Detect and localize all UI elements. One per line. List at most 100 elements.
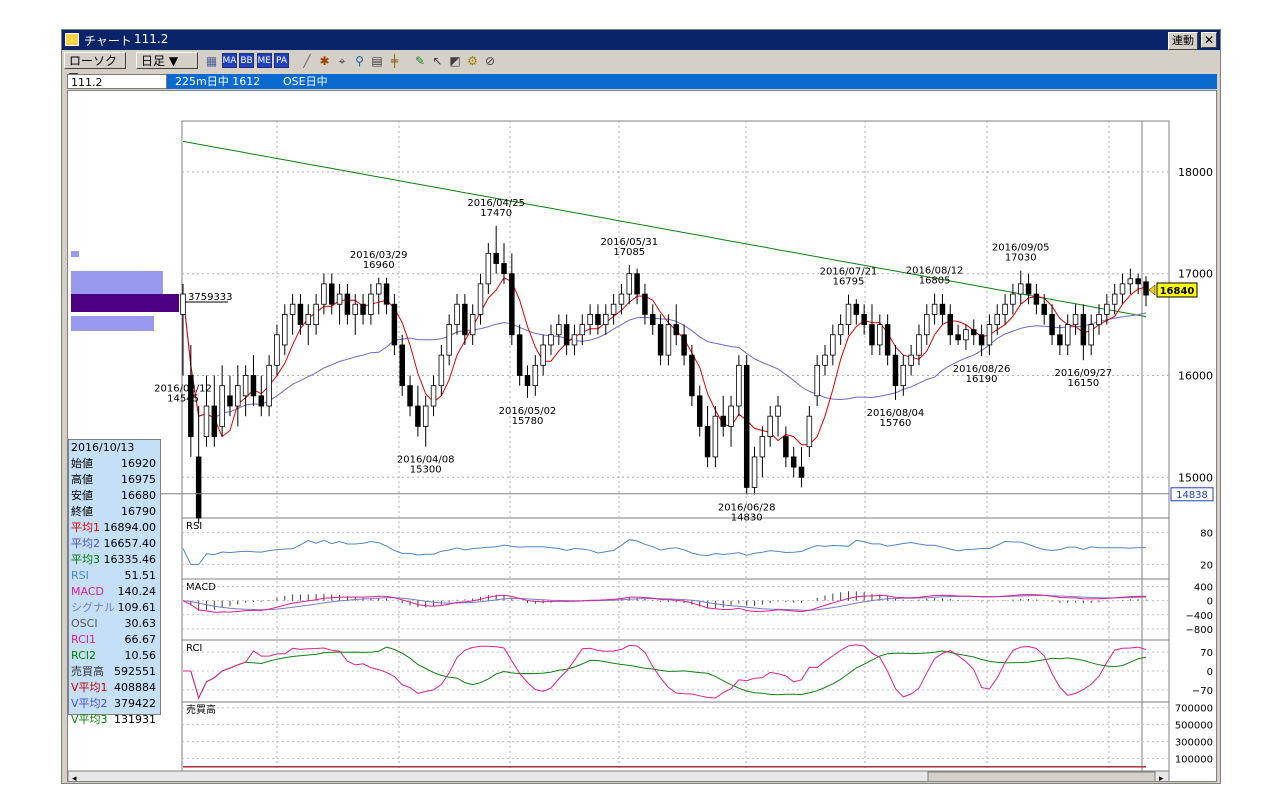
candle-body bbox=[673, 324, 679, 336]
candle-body bbox=[986, 324, 993, 346]
window-symbol: 111.2 bbox=[134, 32, 169, 46]
period-dropdown[interactable]: 日足 ▼ bbox=[136, 52, 198, 69]
candle-body bbox=[516, 334, 523, 376]
annotation-price: 16190 bbox=[966, 374, 998, 385]
candle-body bbox=[806, 415, 813, 448]
info-session: OSE日中 bbox=[283, 75, 328, 88]
macd-line bbox=[182, 594, 1147, 613]
data-panel-row: 平均3 16335.46 bbox=[71, 553, 156, 566]
chart-area[interactable]: 2016/032016/042016/052016/062016/072016/… bbox=[67, 90, 1217, 806]
candle-body bbox=[548, 334, 554, 346]
chart-type-dropdown[interactable]: ローソク ▼ bbox=[64, 52, 126, 84]
y-tick-label: 17000 bbox=[1178, 268, 1213, 281]
close-icon[interactable]: ✕ bbox=[1201, 32, 1217, 48]
title-bar[interactable]: チャート 111.2 連動 ✕ bbox=[62, 30, 1220, 50]
candle-body bbox=[743, 364, 750, 488]
candle-body bbox=[219, 385, 225, 427]
candle-body bbox=[477, 283, 484, 315]
crosshair-price-label: 14838 bbox=[1176, 490, 1208, 501]
candle-body bbox=[1072, 314, 1079, 325]
zoom-icon[interactable]: ⚲ bbox=[355, 54, 364, 68]
link-button[interactable]: 連動 bbox=[1168, 32, 1198, 50]
candle-body bbox=[188, 375, 194, 437]
candle-body bbox=[728, 405, 734, 427]
candle-body bbox=[1143, 281, 1149, 296]
candle-body bbox=[336, 293, 343, 305]
pane-title: MACD bbox=[186, 582, 216, 593]
pane-tick-label: 20 bbox=[1200, 560, 1213, 571]
data-panel-row: 始値 16920 bbox=[71, 457, 156, 470]
candle-body bbox=[822, 354, 828, 366]
delete-icon[interactable]: ⊘ bbox=[484, 54, 496, 68]
candle-body bbox=[775, 405, 781, 417]
fib-icon[interactable]: ╪ bbox=[390, 54, 399, 68]
candle-body bbox=[681, 334, 687, 356]
chart-canvas[interactable]: 2016/032016/042016/052016/062016/072016/… bbox=[67, 91, 1216, 806]
eraser-icon[interactable]: ◩ bbox=[449, 54, 461, 68]
pane-title: 売買高 bbox=[186, 703, 216, 716]
candle-body bbox=[469, 314, 476, 336]
candle-body bbox=[994, 314, 1000, 325]
candle-body bbox=[211, 405, 218, 437]
data-panel-row: V平均1 408884 bbox=[71, 681, 156, 694]
candle-body bbox=[1002, 303, 1008, 315]
pa-icon[interactable]: PA bbox=[274, 53, 289, 68]
me-icon[interactable]: ME bbox=[256, 53, 272, 68]
annotation-date: 2016/08/26 bbox=[953, 364, 1011, 375]
candle-body bbox=[696, 395, 703, 427]
annotation-price: 14545 bbox=[167, 393, 199, 404]
candle-body bbox=[798, 466, 805, 478]
candle-body bbox=[853, 303, 860, 315]
info-symbol: 111.2 bbox=[67, 74, 167, 89]
candle-body bbox=[305, 314, 312, 325]
candle-body bbox=[274, 334, 280, 366]
candle-body bbox=[321, 283, 327, 305]
app-icon bbox=[65, 33, 79, 46]
annotation-date: 2016/04/25 bbox=[467, 198, 525, 209]
bb-icon[interactable]: BB bbox=[239, 53, 254, 68]
annotation-date: 2016/05/02 bbox=[499, 406, 557, 417]
candle-body bbox=[767, 415, 773, 437]
candle-body bbox=[634, 273, 640, 295]
calc-icon[interactable]: ▤ bbox=[371, 54, 383, 68]
candle-body bbox=[704, 425, 711, 458]
settings-icon[interactable]: ⚙ bbox=[467, 54, 478, 68]
candle-body bbox=[227, 395, 233, 407]
line-icon[interactable]: ╱ bbox=[303, 54, 311, 68]
pen-icon[interactable]: ✎ bbox=[414, 54, 426, 68]
annotation-price: 16150 bbox=[1067, 378, 1099, 389]
annotation-price: 15780 bbox=[512, 416, 544, 427]
ma-icon[interactable]: MA bbox=[221, 53, 237, 68]
rsi-line bbox=[182, 539, 1147, 565]
compare-icon[interactable]: ▦ bbox=[205, 54, 218, 68]
annotation-date: 2016/07/21 bbox=[820, 267, 878, 278]
data-panel-row: 安値 16680 bbox=[71, 489, 156, 502]
ma2-line bbox=[182, 294, 1147, 419]
volume-profile-bar bbox=[71, 251, 79, 257]
data-panel-row: RCI2 10.56 bbox=[71, 649, 156, 662]
candle-body bbox=[1119, 283, 1126, 295]
candle-body bbox=[736, 364, 742, 407]
candle-body bbox=[368, 293, 374, 315]
pane-title: RSI bbox=[186, 521, 202, 532]
candle-body bbox=[250, 375, 257, 397]
candle-body bbox=[595, 314, 601, 325]
candle-body bbox=[446, 324, 452, 356]
candle-body bbox=[1057, 334, 1063, 346]
data-panel-row: V平均3 131931 bbox=[71, 713, 156, 726]
annotation-price: 17085 bbox=[613, 247, 645, 258]
trend-icon[interactable]: ✱ bbox=[319, 54, 330, 68]
candle-body bbox=[931, 303, 938, 315]
y-tick-label: 15000 bbox=[1178, 471, 1213, 484]
scroll-right-icon: ▸ bbox=[1159, 774, 1164, 781]
data-panel-row: 高値 16975 bbox=[71, 473, 156, 486]
candle-body bbox=[712, 415, 719, 458]
candle-body bbox=[955, 334, 961, 341]
candle-body bbox=[1135, 278, 1141, 285]
cursor-icon[interactable]: ⌖ bbox=[338, 54, 346, 68]
candle-body bbox=[524, 375, 531, 387]
annotation-date: 2016/03/29 bbox=[350, 250, 408, 261]
pointer-icon[interactable]: ↖ bbox=[432, 54, 443, 68]
